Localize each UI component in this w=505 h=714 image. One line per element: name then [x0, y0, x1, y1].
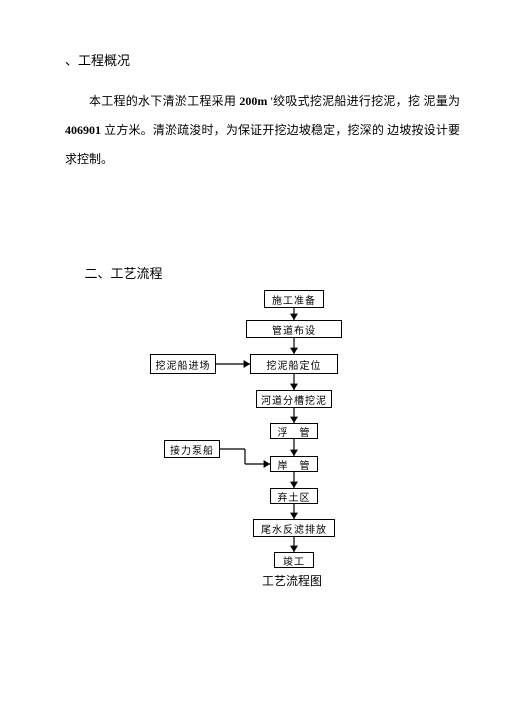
flow-node-n2: 管道布设	[246, 320, 342, 338]
para-bold-1: 200m	[239, 94, 267, 108]
section1-paragraph: 本工程的水下清淤工程采用 200m '绞吸式挖泥船进行挖泥，挖 泥量为 4069…	[65, 87, 460, 173]
para-bold-2: 406901	[65, 123, 101, 137]
flowchart-caption: 工艺流程图	[262, 572, 322, 589]
flow-node-n8: 尾水反滤排放	[253, 519, 335, 537]
flow-node-n4: 河道分槽挖泥	[256, 390, 332, 408]
flowchart: 工艺流程图 施工准备管道布设挖泥船定位 挖泥船进场河道分槽挖泥浮 管接力泵船岸 管…	[150, 290, 450, 620]
flow-node-n7: 弃土区	[270, 488, 318, 504]
flow-node-n5s: 接力泵船	[164, 440, 220, 458]
para-text-3: 立方米。清淤疏浚时，为保证开挖边坡稳定，挖深的 边坡按设计要求控制。	[65, 123, 460, 166]
flow-node-n5: 浮 管	[270, 423, 318, 439]
para-text-2: '绞吸式挖泥船进行挖泥，挖 泥量为	[267, 94, 460, 108]
para-text-1: 本工程的水下清淤工程采用	[89, 94, 239, 108]
section2-heading: 二、工艺流程	[65, 263, 460, 282]
flow-node-n6: 岸 管	[270, 456, 318, 472]
flow-node-n3s: 挖泥船进场	[150, 354, 216, 374]
flow-node-n3: 挖泥船定位	[250, 354, 338, 374]
section1-heading: 、工程概况	[65, 50, 460, 69]
flow-node-n9: 竣工	[274, 552, 314, 568]
flow-node-n1: 施工准备	[264, 290, 324, 308]
